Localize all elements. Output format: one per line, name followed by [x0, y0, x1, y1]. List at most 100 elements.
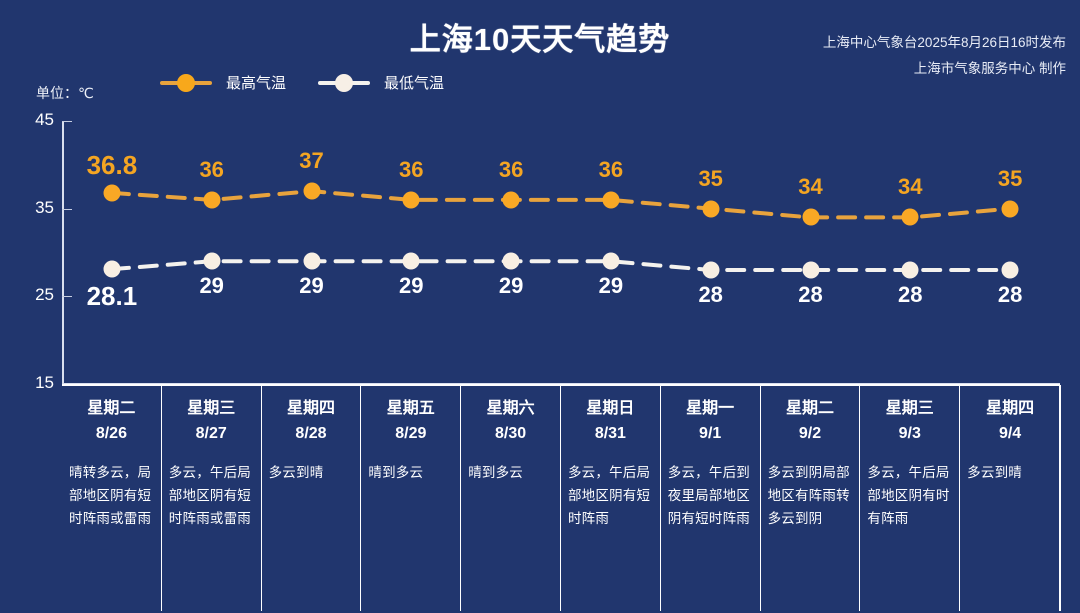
data-point-high — [802, 208, 819, 226]
data-point-low — [203, 252, 221, 270]
legend-line-high-icon — [160, 73, 212, 92]
weekday-label: 星期二 — [785, 400, 834, 417]
page-title: 上海10天天气趋势 — [409, 22, 671, 57]
value-label-low: 29 — [498, 273, 524, 299]
value-label-low: 29 — [299, 273, 324, 299]
weekday-label: 星期日 — [586, 400, 635, 417]
value-label-high: 34 — [798, 174, 823, 200]
legend-item-high: 最高气温 — [160, 72, 286, 93]
data-point-low — [402, 252, 420, 270]
value-label-low: 28 — [898, 282, 923, 308]
date-label: 8/27 — [195, 425, 227, 442]
data-point-high — [602, 191, 620, 209]
date-label: 9/3 — [898, 425, 921, 442]
table-top-border — [62, 384, 1060, 386]
data-point-high — [502, 191, 520, 209]
table-right-border — [1059, 385, 1061, 611]
data-point-low — [802, 261, 819, 279]
value-label-low: 28 — [698, 282, 723, 308]
data-point-low — [502, 252, 520, 270]
value-label-low: 28.1 — [86, 281, 138, 312]
weather-description: 晴到多云 — [468, 465, 523, 480]
forecast-column[interactable]: 星期二 8/26 晴转多云，局部地区阴有短时阵雨或雷雨 — [62, 385, 162, 611]
weekday-label: 星期五 — [386, 400, 435, 417]
issuer-info: 上海中心气象台2025年8月26日16时发布 上海市气象服务中心 制作 — [736, 30, 1066, 82]
value-label-high: 36.8 — [86, 149, 138, 180]
legend-line-low-icon — [318, 73, 370, 92]
forecast-column[interactable]: 星期三 9/3 多云，午后局部地区阴有时有阵雨 — [860, 385, 961, 611]
issuer-line-1: 上海中心气象台2025年8月26日16时发布 — [822, 35, 1066, 50]
forecast-column[interactable]: 星期四 9/4 多云到晴 — [960, 385, 1060, 611]
date-label: 9/1 — [699, 425, 722, 442]
weekday-label: 星期三 — [187, 400, 236, 417]
weekday-label: 星期二 — [87, 400, 136, 417]
weather-description: 多云到阴局部地区有阵雨转多云到阴 — [767, 465, 850, 526]
forecast-column[interactable]: 星期五 8/29 晴到多云 — [361, 385, 462, 611]
value-label-low: 28 — [798, 282, 823, 308]
weather-description: 晴转多云，局部地区阴有短时阵雨或雷雨 — [69, 465, 152, 526]
y-axis-label: 35 — [35, 197, 54, 217]
date-label: 9/4 — [998, 425, 1022, 442]
y-axis-tick — [62, 296, 72, 298]
weather-description: 多云，午后局部地区阴有时有阵雨 — [867, 465, 950, 526]
legend-label-low: 最低气温 — [384, 75, 445, 92]
y-axis-label: 15 — [35, 373, 54, 392]
data-point-low — [1001, 261, 1019, 279]
y-axis-label: 25 — [35, 285, 54, 305]
date-label: 8/26 — [95, 425, 127, 442]
weather-description: 多云，午后到夜里局部地区阴有短时阵雨 — [667, 465, 750, 526]
weekday-label: 星期四 — [286, 400, 335, 417]
legend-dot-high-icon — [177, 73, 195, 92]
legend-label-high: 最高气温 — [226, 75, 287, 92]
date-label: 8/31 — [594, 425, 626, 442]
weather-description: 多云到晴 — [268, 465, 324, 480]
weekday-label: 星期三 — [885, 400, 934, 417]
data-point-low — [103, 260, 121, 278]
forecast-column[interactable]: 星期六 8/30 晴到多云 — [461, 385, 561, 611]
weather-description: 多云，午后局部地区阴有短时阵雨或雷雨 — [168, 465, 251, 526]
series-lines — [109, 189, 1013, 273]
date-label: 8/30 — [495, 425, 527, 442]
data-point-high — [1001, 200, 1019, 218]
forecast-column[interactable]: 星期三 8/27 多云，午后局部地区阴有短时阵雨或雷雨 — [162, 385, 262, 611]
value-label-high: 36 — [498, 156, 524, 182]
forecast-column[interactable]: 星期四 8/28 多云到晴 — [262, 385, 362, 611]
data-point-high — [702, 200, 720, 218]
y-axis-line — [62, 121, 64, 384]
value-label-high: 36 — [598, 156, 624, 182]
weekday-label: 星期六 — [486, 400, 535, 417]
value-label-high: 35 — [698, 165, 723, 191]
unit-label: 单位：℃ — [36, 85, 94, 101]
value-label-high: 37 — [299, 148, 324, 174]
data-point-low — [702, 261, 720, 279]
y-axis-tick — [62, 121, 72, 122]
value-label-low: 29 — [399, 273, 424, 299]
date-label: 9/2 — [798, 425, 822, 442]
weather-description: 多云到晴 — [967, 465, 1022, 480]
date-label: 8/28 — [295, 425, 327, 442]
legend-dot-low-icon — [335, 73, 353, 92]
data-point-low — [901, 261, 919, 279]
weekday-label: 星期四 — [986, 400, 1035, 417]
value-label-high: 35 — [997, 165, 1023, 191]
weather-description: 晴到多云 — [368, 465, 424, 480]
weather-description: 多云，午后局部地区阴有短时阵雨 — [567, 465, 651, 526]
value-label-low: 28 — [997, 282, 1023, 308]
y-axis-tick — [62, 208, 72, 210]
value-label-high: 36 — [399, 156, 424, 182]
weekday-label: 星期一 — [686, 400, 735, 417]
data-point-low — [602, 252, 620, 270]
forecast-column[interactable]: 星期日 8/31 多云，午后局部地区阴有短时阵雨 — [561, 385, 661, 611]
data-point-high — [303, 182, 320, 200]
plot-area: 36.8 36 37 36 36 36 35 34 34 35 28.1 29 29 29 29 29 28 28… — [62, 121, 1060, 384]
legend-item-low: 最低气温 — [318, 72, 444, 93]
data-point-high — [103, 184, 121, 202]
forecast-column[interactable]: 星期一 9/1 多云，午后到夜里局部地区阴有短时阵雨 — [661, 385, 761, 611]
value-label-low: 29 — [199, 273, 224, 299]
value-label-high: 36 — [199, 156, 224, 182]
forecast-column[interactable]: 星期二 9/2 多云到阴局部地区有阵雨转多云到阴 — [761, 385, 861, 611]
line-high-temp — [109, 189, 1013, 220]
forecast-table: 星期二 8/26 晴转多云，局部地区阴有短时阵雨或雷雨 星期三 8/27 多云，午后局部地… — [62, 385, 1060, 611]
issuer-line-2: 上海市气象服务中心 制作 — [913, 61, 1066, 76]
